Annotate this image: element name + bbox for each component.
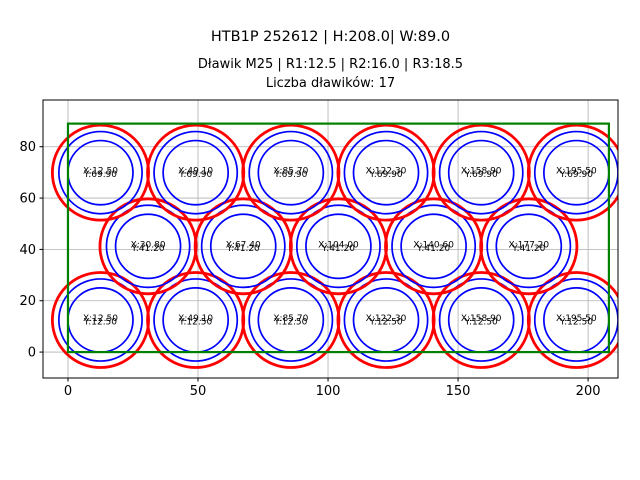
circle-label-x: X:104.00 [318, 240, 359, 250]
choke-circle-middle-r2 [295, 204, 381, 289]
circle-label-x: X:122.30 [366, 167, 407, 177]
choke-circle-middle-r2 [391, 204, 477, 289]
choke-circle-middle-r2 [58, 278, 143, 362]
choke-circle-middle-r2 [58, 130, 143, 215]
choke-circle-middle-r2 [343, 278, 429, 362]
choke-circle-middle-r2 [105, 204, 191, 289]
choke-circle-middle-r2 [343, 130, 429, 215]
circle-label-y: Y:12.50 [83, 317, 117, 327]
choke-circle-middle-r2 [533, 130, 618, 215]
choke-circle-inner-r1 [447, 139, 515, 206]
circle-label-y: Y:41.20 [226, 244, 260, 254]
circle-label-y: Y:12.50 [464, 317, 498, 327]
y-tick-label: 60 [19, 192, 36, 207]
choke-circle-inner-r1 [400, 213, 467, 280]
choke-circle-middle-r2 [200, 204, 286, 289]
choke-circle-middle-r2 [153, 130, 239, 215]
circle-label-y: Y:69.90 [559, 170, 593, 180]
circle-label-y: Y:12.50 [273, 317, 307, 327]
y-tick-label: 0 [28, 346, 36, 361]
x-tick-label: 150 [446, 384, 471, 399]
circle-label-x: X:195.50 [556, 314, 597, 324]
circle-label-x: X:158.90 [461, 314, 502, 324]
choke-circle-outer-r3 [526, 123, 618, 222]
circle-label-x: X:140.60 [413, 240, 454, 250]
circle-label-y: Y:41.20 [321, 244, 355, 254]
axes-frame [42, 99, 619, 379]
circle-label-x: X:195.50 [556, 167, 597, 177]
y-tick-label: 40 [19, 243, 36, 258]
container-rect [66, 122, 610, 354]
choke-circle-inner-r1 [495, 213, 563, 280]
circle-label-x: X:30.80 [131, 240, 166, 250]
circle-label-x: X:122.30 [366, 314, 407, 324]
choke-circle-middle-r2 [438, 278, 524, 362]
plot-artists: X:12.50Y:12.50 X:49.10Y:12.50 X:85.70Y:12.… [50, 122, 618, 369]
circle-label-y: Y:69.90 [368, 170, 402, 180]
circle-label-x: X:177.20 [508, 240, 549, 250]
chart-title: HTB1P 252612 | H:208.0| W:89.0 [210, 29, 451, 45]
circle-label-y: Y:12.50 [368, 317, 402, 327]
choke-circle-inner-r1 [352, 139, 420, 206]
choke-circle-inner-r1 [209, 213, 277, 280]
choke-circle-outer-r3 [479, 197, 579, 296]
choke-circle-inner-r1 [257, 139, 325, 206]
circle-label-x: X:158.90 [461, 167, 502, 177]
choke-circle-inner-r1 [305, 213, 372, 280]
y-tick-label: 20 [19, 294, 36, 309]
circle-label-x: X:12.50 [83, 167, 118, 177]
x-tick-label: 0 [64, 384, 72, 399]
choke-circle-middle-r2 [533, 278, 618, 362]
circle-label-y: Y:69.90 [178, 170, 212, 180]
circle-label-x: X:49.10 [178, 167, 213, 177]
circle-label-y: Y:41.20 [416, 244, 450, 254]
x-tick-label: 100 [316, 384, 341, 399]
chart-subtitle-count: Liczba dławików: 17 [265, 76, 396, 91]
x-tick-label: 50 [190, 384, 207, 399]
choke-circle-outer-r3 [526, 271, 618, 369]
choke-circle-inner-r1 [114, 213, 182, 280]
choke-circle-middle-r2 [248, 278, 334, 362]
circle-label-x: X:67.40 [226, 240, 261, 250]
circle-label-y: Y:12.50 [559, 317, 593, 327]
circle-label-y: Y:41.20 [131, 244, 165, 254]
choke-circle-middle-r2 [486, 204, 572, 289]
circle-label-y: Y:12.50 [178, 317, 212, 327]
choke-circle-inner-r1 [162, 139, 230, 206]
circle-label-y: Y:69.90 [83, 170, 117, 180]
y-tick-label: 80 [19, 140, 36, 155]
chart-subtitle-parameters: Dławik M25 | R1:12.5 | R2:16.0 | R3:18.5 [197, 57, 464, 72]
circle-label-y: Y:41.20 [511, 244, 545, 254]
circle-label-x: X:85.70 [273, 314, 308, 324]
circle-label-y: Y:69.90 [464, 170, 498, 180]
circle-label-x: X:85.70 [273, 167, 308, 177]
circle-label-x: X:12.50 [83, 314, 118, 324]
circle-label-x: X:49.10 [178, 314, 213, 324]
choke-circle-middle-r2 [438, 130, 524, 215]
choke-circle-middle-r2 [248, 130, 334, 215]
choke-circle-middle-r2 [153, 278, 239, 362]
x-tick-label: 200 [576, 384, 601, 399]
circle-label-y: Y:69.90 [273, 170, 307, 180]
